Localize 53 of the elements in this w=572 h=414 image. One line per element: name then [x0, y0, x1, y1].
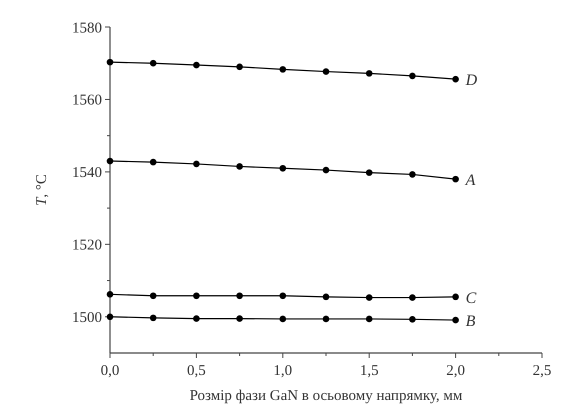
- point: [452, 176, 459, 182]
- y-tick-label: 1560: [72, 92, 102, 109]
- x-tick-label: 2,0: [446, 363, 465, 379]
- x-tick-label: 2,5: [532, 363, 552, 379]
- point: [150, 292, 156, 300]
- point: [150, 60, 156, 67]
- point: [106, 313, 114, 320]
- point: [366, 294, 372, 301]
- point: [409, 171, 416, 178]
- point: [322, 294, 330, 300]
- point: [322, 316, 330, 322]
- point: [452, 294, 459, 300]
- x-tick-label: 1,5: [360, 363, 379, 379]
- point: [236, 315, 243, 322]
- point: [280, 66, 286, 73]
- point: [193, 160, 200, 168]
- point: [366, 316, 372, 322]
- point: [106, 58, 114, 66]
- y-axis-title: T, °C: [34, 174, 50, 206]
- y-tick-label: 1500: [72, 310, 102, 326]
- series-label: B: [466, 313, 476, 330]
- point: [193, 315, 200, 322]
- series-label: A: [464, 172, 476, 190]
- x-tick-label: 1,0: [273, 363, 292, 379]
- point: [452, 76, 459, 82]
- point: [366, 70, 372, 77]
- point: [193, 62, 200, 68]
- point: [280, 316, 286, 322]
- point: [409, 294, 416, 301]
- point: [106, 158, 114, 164]
- point: [452, 316, 459, 324]
- point: [409, 316, 416, 323]
- point: [236, 163, 243, 170]
- point: [409, 72, 416, 80]
- series-label: D: [464, 72, 478, 90]
- point: [280, 292, 286, 300]
- point: [150, 158, 156, 166]
- point: [366, 169, 372, 176]
- series-label: C: [466, 290, 477, 307]
- point: [322, 166, 330, 174]
- point: [280, 164, 286, 172]
- y-tick-label: 1580: [72, 20, 102, 36]
- y-tick-label: 1540: [72, 165, 102, 182]
- point: [193, 292, 200, 300]
- point: [150, 314, 156, 322]
- point: [106, 291, 114, 298]
- x-axis-title: Розмір фази GaN в осьовому напрямку, мм: [190, 388, 463, 404]
- x-tick-label: 0,5: [187, 363, 206, 379]
- x-tick-label: 0,0: [100, 363, 120, 379]
- point: [236, 64, 243, 70]
- point: [236, 292, 243, 300]
- point: [322, 68, 330, 75]
- y-tick-label: 1520: [72, 238, 102, 254]
